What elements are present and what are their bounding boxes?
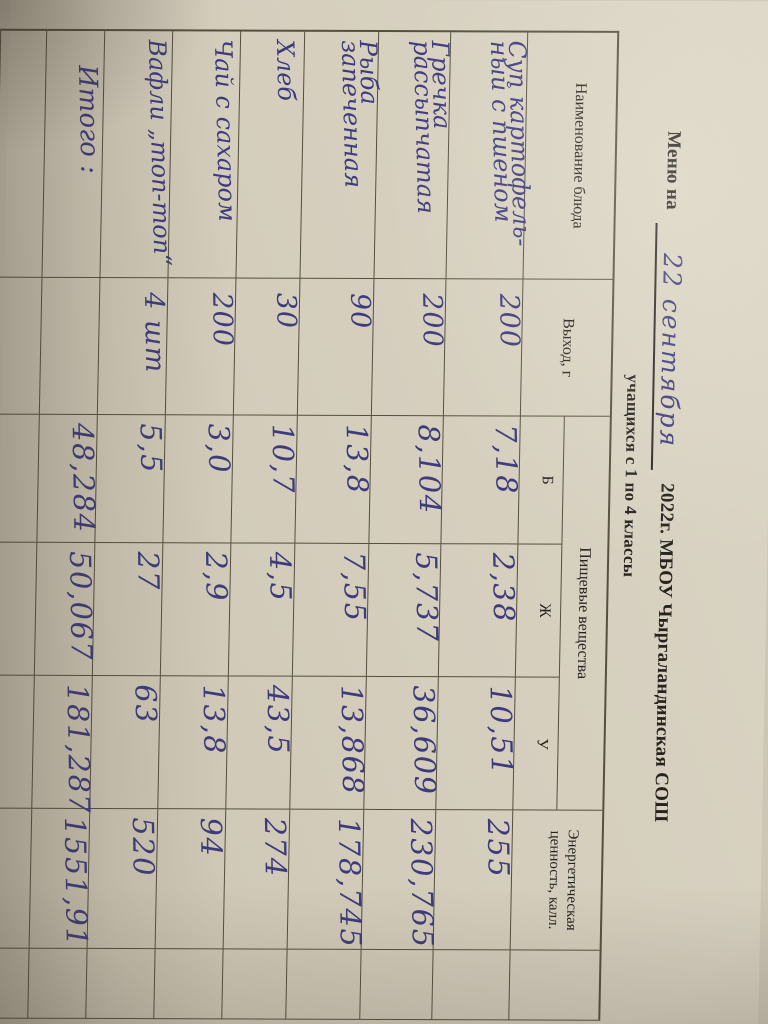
output-value: 200	[493, 293, 525, 349]
fat-value: 4,5	[263, 551, 298, 603]
energy-value: 255	[480, 817, 516, 879]
output-value: 90	[344, 292, 376, 330]
total-label: Итого :	[71, 64, 105, 175]
header-protein: Б	[518, 416, 564, 545]
title-suffix: 2022г. МБОУ Чыргаландинская СОШ	[650, 483, 678, 823]
protein-value: 5,5	[133, 422, 169, 475]
dish-name-line1: Чай с сахаром	[208, 39, 242, 223]
menu-table: Наименование блюда Выход, г Пищевые веще…	[0, 28, 620, 1021]
carbs-value: 13,8	[196, 683, 232, 756]
protein-total: 48,284	[65, 422, 102, 534]
carbs-value: 13,868	[334, 684, 371, 796]
handwritten-date: 22 сентября	[650, 222, 688, 471]
energy-total: 1551,91	[57, 816, 94, 948]
output-value: 200	[206, 292, 238, 348]
protein-value: 8,104	[411, 423, 448, 516]
carbs-total: 181,287	[60, 683, 97, 815]
header-nutrients: Пищевые вещества	[556, 416, 610, 810]
protein-value: 7,18	[488, 423, 524, 496]
dish-name-line2: ный с пшеном	[484, 39, 518, 223]
protein-value: 3,0	[201, 422, 237, 475]
energy-value: 274	[257, 817, 293, 878]
energy-value: 520	[125, 816, 161, 878]
fat-value: 2,9	[199, 550, 234, 603]
carbs-value: 43,5	[260, 684, 296, 756]
fat-total: 50,067	[63, 550, 99, 662]
header-nutrients-group: Пищевые вещества Б Ж У	[512, 416, 610, 811]
energy-value: 178,745	[331, 817, 368, 949]
dish-name-line1: Вафли „топ-топ“	[142, 38, 177, 267]
output-value: 200	[416, 292, 448, 349]
output-value: 4 шт	[138, 291, 171, 374]
carbs-value: 10,51	[483, 684, 519, 777]
dish-name-line2: рассыпчатая	[407, 39, 441, 215]
document-title: Меню на 22 сентября 2022г. МБОУ Чыргалан…	[642, 131, 691, 1011]
header-output: Выход, г	[519, 279, 613, 417]
protein-value: 10,7	[265, 423, 301, 495]
header-fat: Ж	[515, 544, 562, 678]
fat-value: 2,38	[486, 551, 522, 624]
dish-name-line2: запеченная	[335, 39, 368, 189]
header-extra-cell	[508, 950, 600, 1021]
fat-value: 7,55	[337, 551, 373, 623]
header-dish-name: Наименование блюда	[522, 32, 618, 280]
carbs-value: 36,609	[406, 684, 443, 797]
header-energy-text: Энергетическая ценность, калл.	[545, 829, 581, 931]
output-value: 30	[270, 292, 302, 330]
document-subtitle: учащихся с 1 по 4 классы	[619, 374, 643, 578]
header-energy: Энергетическая ценность, калл.	[509, 810, 603, 951]
energy-value: 230,765	[403, 817, 440, 950]
header-carbs: У	[533, 738, 551, 750]
fat-value: 27	[131, 550, 166, 592]
title-prefix: Меню на	[661, 131, 685, 210]
protein-value: 13,8	[339, 423, 375, 496]
carbs-value: 63	[128, 683, 164, 725]
energy-value: 94	[193, 816, 229, 858]
dish-name-line1: Хлеб	[270, 39, 301, 102]
fat-value: 5,737	[409, 551, 445, 644]
